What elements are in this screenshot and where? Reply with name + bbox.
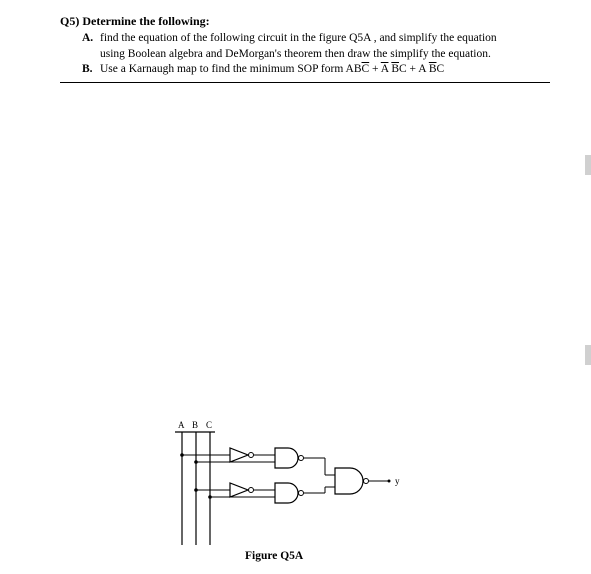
part-b: B.Use a Karnaugh map to find the minimum… <box>60 62 571 78</box>
input-b-label: B <box>192 420 198 430</box>
part-b-text: Use a Karnaugh map to find the minimum S… <box>100 63 346 75</box>
part-b-letter: B. <box>82 62 100 78</box>
part-a-letter: A. <box>82 31 100 47</box>
input-a-label: A <box>178 420 185 430</box>
part-a: A.find the equation of the following cir… <box>60 31 571 47</box>
part-b-formula: ABC + A BC + A BC <box>346 63 445 75</box>
circuit-figure: A B C <box>170 420 420 555</box>
divider-line <box>60 82 550 83</box>
part-a-continued: using Boolean algebra and DeMorgan's the… <box>60 47 571 63</box>
edge-mark <box>585 155 591 175</box>
figure-caption: Figure Q5A <box>245 550 303 562</box>
input-c-label: C <box>206 420 212 430</box>
output-y-label: y <box>395 476 400 486</box>
part-a-text: find the equation of the following circu… <box>100 32 497 44</box>
question-header: Q5) Determine the following: <box>60 14 571 29</box>
edge-mark <box>585 345 591 365</box>
